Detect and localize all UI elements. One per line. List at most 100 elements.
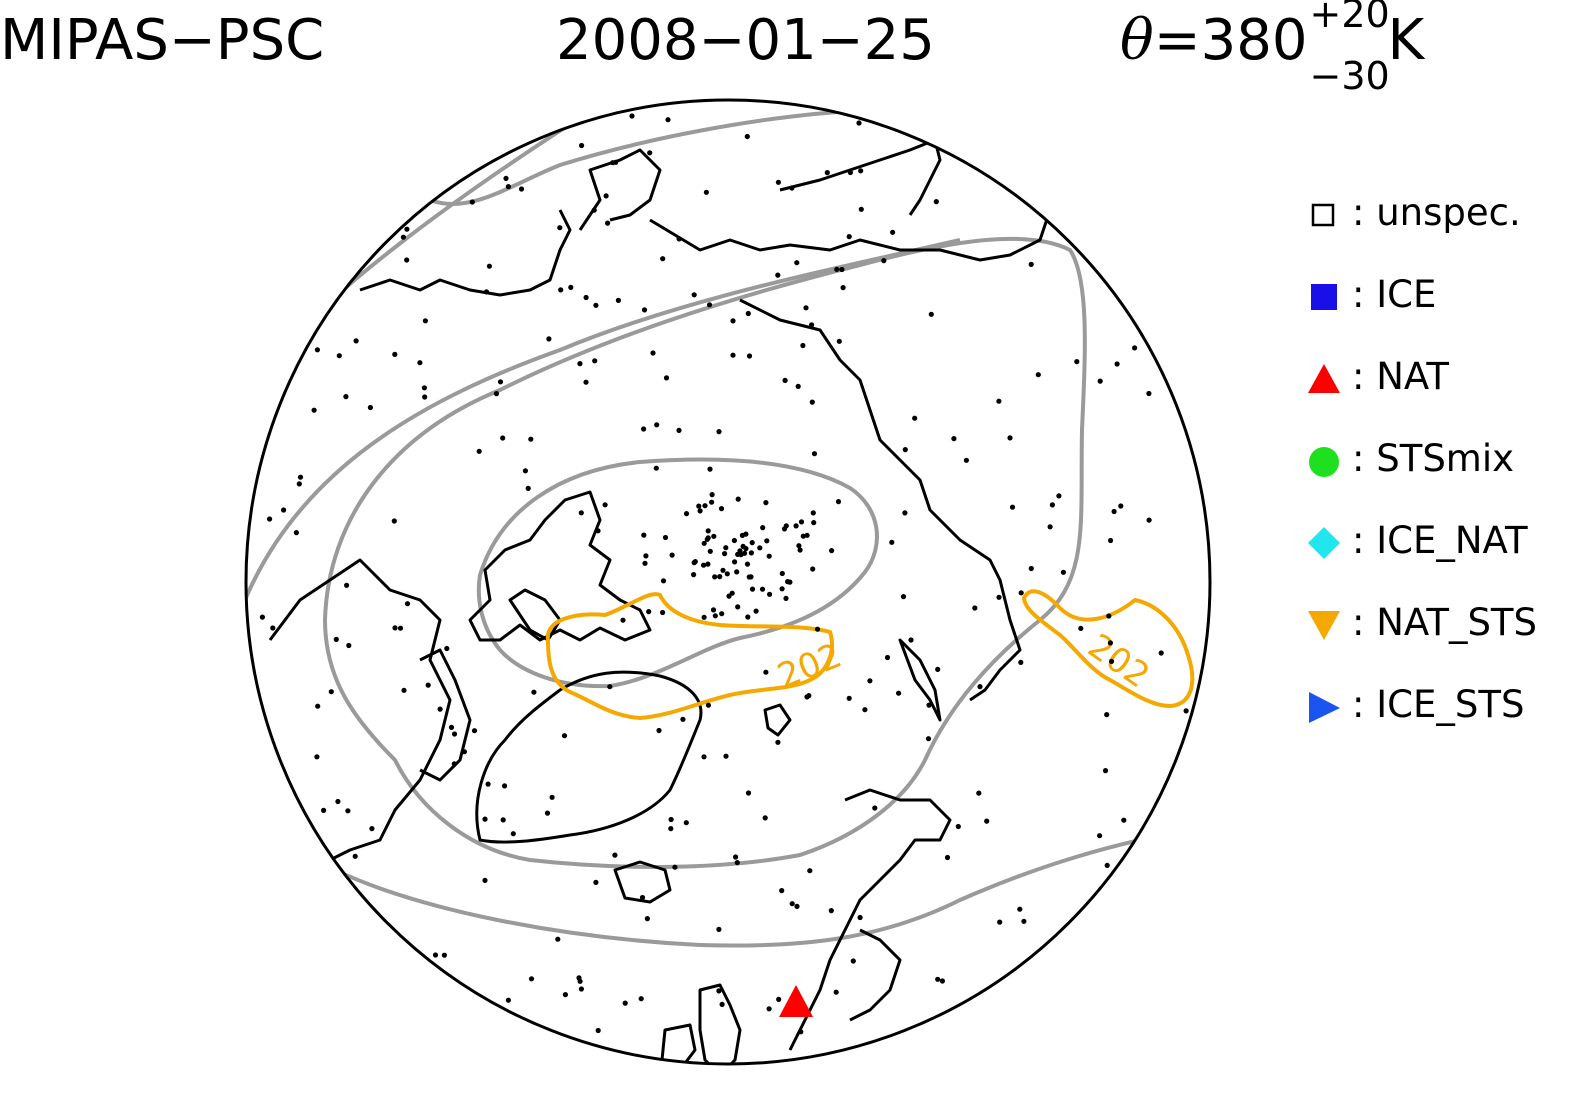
measurement-dot — [1114, 361, 1120, 367]
coastlines — [268, 138, 1062, 1064]
measurement-dot — [650, 350, 656, 356]
measurement-dot — [461, 749, 467, 755]
measurement-dot — [660, 256, 666, 262]
theta-symbol: θ — [1120, 8, 1154, 73]
coast-iceland — [613, 860, 672, 904]
measurement-dot — [531, 689, 537, 695]
measurement-dot — [1146, 517, 1152, 523]
measurement-dot — [839, 266, 845, 273]
measurement-dot — [702, 503, 708, 509]
measurement-dot — [353, 338, 359, 344]
measurement-dot — [779, 888, 785, 894]
measurement-dot — [680, 716, 686, 722]
measurement-dot — [709, 499, 715, 505]
measurement-dot — [701, 754, 707, 760]
measurement-dot — [485, 781, 491, 787]
measurement-dot — [748, 550, 755, 556]
measurement-dot — [483, 289, 490, 295]
orange-contour-west — [545, 592, 834, 721]
measurement-dot — [615, 297, 622, 303]
measurement-dot — [437, 706, 443, 712]
legend-label: : ICE — [1352, 273, 1437, 316]
measurement-dot — [811, 451, 818, 457]
measurement-dot — [602, 502, 608, 508]
measurement-dot — [779, 570, 785, 577]
measurement-dot — [367, 404, 373, 411]
measurement-dot — [691, 560, 697, 566]
measurement-dot — [482, 816, 488, 822]
measurement-dot — [742, 550, 748, 556]
measurement-dot — [1107, 640, 1113, 646]
measurement-dot — [592, 358, 598, 364]
date-title: 2008−01−25 — [556, 8, 935, 73]
coast-siberia — [649, 194, 1062, 262]
measurement-dot — [583, 379, 589, 385]
measurement-dot — [404, 601, 411, 607]
measurement-dot — [663, 375, 670, 381]
measurement-dot — [1118, 503, 1124, 509]
measurement-dot — [785, 579, 791, 585]
measurement-dot — [595, 1027, 601, 1034]
measurement-dot — [717, 574, 723, 580]
grey-contour-middle — [322, 236, 1087, 869]
theta-lower-range: −30 — [1309, 54, 1390, 98]
measurement-dot — [1111, 508, 1117, 515]
measurement-dot — [767, 591, 773, 597]
measurement-dot — [1078, 625, 1084, 632]
measurement-dot — [593, 879, 599, 886]
measurement-dot — [641, 307, 648, 313]
measurement-dot — [392, 625, 398, 631]
measurement-dot — [1097, 378, 1103, 384]
measurement-dot — [766, 553, 772, 559]
measurement-dot — [1102, 768, 1109, 774]
measurement-dot — [1018, 590, 1024, 596]
measurement-dot — [683, 820, 689, 826]
measurement-dot — [314, 754, 320, 760]
measurement-dot — [270, 625, 276, 631]
measurement-dot — [391, 518, 397, 524]
measurement-dot — [528, 436, 534, 442]
measurement-dot — [744, 561, 751, 567]
measurement-dot — [662, 534, 669, 541]
coast-baffin — [508, 588, 562, 642]
measurement-dot — [691, 572, 697, 578]
measurement-dot — [669, 552, 675, 558]
measurement-dot — [643, 553, 649, 559]
measurement-dot — [783, 523, 789, 529]
measurement-dot — [850, 958, 856, 964]
measurement-dot — [716, 926, 722, 933]
measurement-dot — [762, 815, 768, 821]
measurement-dot — [579, 142, 585, 149]
legend-item-ice: : ICE — [1306, 274, 1586, 316]
measurement-dot — [639, 894, 646, 901]
down-triangle-icon — [1308, 611, 1340, 640]
measurement-dot — [734, 860, 740, 866]
measurement-dot — [696, 503, 702, 509]
coast-canada-mainland — [268, 558, 452, 932]
measurement-dot — [712, 574, 718, 580]
coast-alaska — [359, 209, 572, 297]
measurement-dot — [908, 637, 914, 643]
legend-item-nat-sts: : NAT_STS — [1306, 602, 1586, 644]
measurement-dot — [716, 988, 722, 994]
measurement-dot — [697, 508, 703, 514]
measurement-dot — [1146, 390, 1152, 397]
coast-okhotsk — [779, 138, 942, 216]
measurement-dot — [997, 919, 1003, 925]
measurement-dot — [884, 654, 891, 661]
measurement-dot — [620, 617, 626, 623]
measurement-dot — [719, 611, 725, 617]
measurement-dot — [346, 642, 352, 649]
measurement-dot — [1047, 524, 1053, 530]
coast-britain — [698, 983, 742, 1064]
measurement-dot — [720, 567, 726, 573]
theta-range: +20 −30 — [1308, 0, 1390, 96]
measurement-dot — [858, 168, 864, 174]
measurement-dot — [745, 790, 752, 796]
measurement-dot — [691, 292, 697, 298]
measurement-dot — [872, 805, 878, 811]
measurement-dot — [798, 519, 805, 525]
measurement-dot — [712, 613, 718, 619]
measurement-dot — [1007, 435, 1013, 441]
